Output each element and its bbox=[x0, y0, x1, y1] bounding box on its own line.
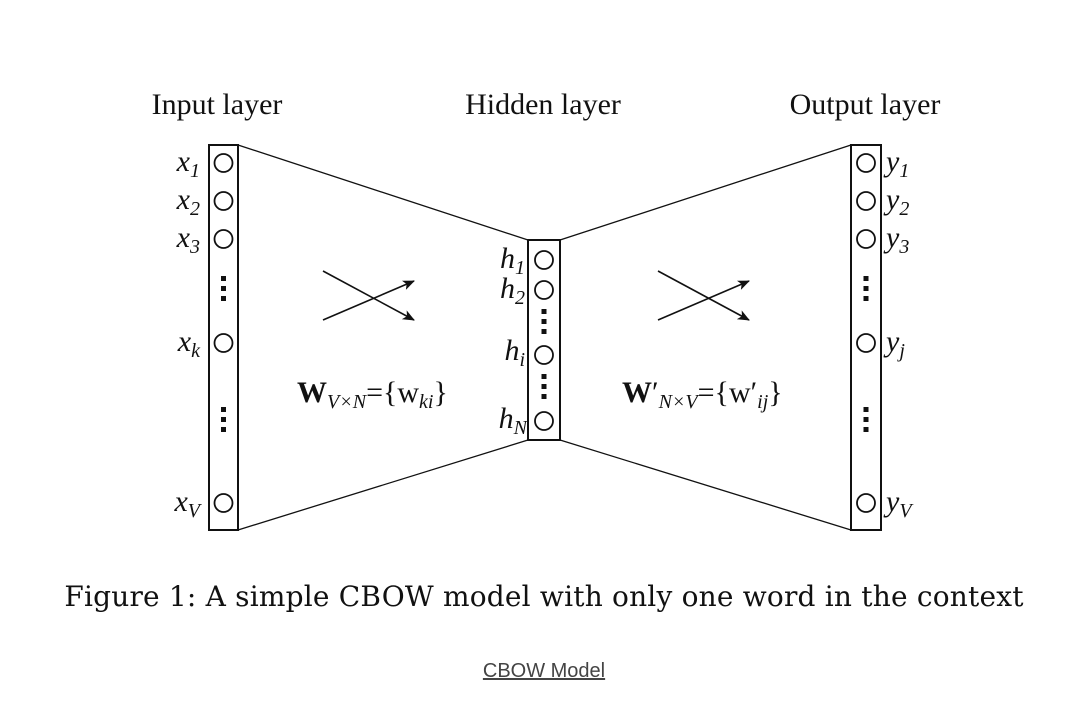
connection-hidden-output-bottom bbox=[559, 439, 852, 531]
output-neuron-v bbox=[856, 493, 876, 513]
input-neuron-3 bbox=[213, 229, 234, 249]
hidden-neuron-2 bbox=[534, 280, 554, 300]
hidden-label-1: h1 bbox=[500, 242, 525, 279]
hidden-neuron-n bbox=[534, 411, 554, 431]
output-neuron-1 bbox=[856, 153, 876, 173]
connection-input-hidden-top bbox=[237, 144, 529, 241]
output-layer-title: Output layer bbox=[790, 88, 941, 121]
output-neuron-j bbox=[856, 333, 876, 353]
hidden-label-n: hN bbox=[499, 402, 529, 439]
hidden-layer-box bbox=[527, 239, 561, 441]
connection-lines bbox=[237, 144, 852, 531]
input-neuron-v bbox=[213, 493, 234, 513]
input-layer-box bbox=[208, 144, 239, 531]
connection-input-hidden-bottom bbox=[237, 439, 529, 531]
hidden-label-2: h2 bbox=[500, 272, 525, 309]
weight-hidden-output: W′N×V={w′ij} bbox=[622, 376, 783, 413]
weight-input-hidden: WV×N={wki} bbox=[297, 376, 448, 413]
input-label-2: x2 bbox=[176, 183, 200, 220]
input-label-1: x1 bbox=[176, 145, 200, 182]
input-neuron-k bbox=[213, 333, 234, 353]
output-neuron-2 bbox=[856, 191, 876, 211]
input-ellipsis-2 bbox=[221, 407, 226, 432]
hidden-neuron-i bbox=[534, 345, 554, 365]
input-hidden-cross-arrows-icon bbox=[322, 270, 415, 321]
output-label-2: y2 bbox=[883, 183, 909, 220]
input-layer-title: Input layer bbox=[152, 88, 283, 121]
output-ellipsis-1 bbox=[863, 276, 869, 301]
hidden-ellipsis-1 bbox=[541, 309, 547, 334]
input-label-k: xk bbox=[177, 325, 201, 362]
hidden-label-i: hi bbox=[504, 334, 525, 371]
hidden-layer-title: Hidden layer bbox=[465, 88, 621, 121]
output-label-v: yV bbox=[883, 485, 914, 522]
output-layer-box bbox=[850, 144, 882, 531]
input-neuron-1 bbox=[213, 153, 234, 173]
output-label-j: yj bbox=[883, 325, 905, 362]
figure-caption: Figure 1: A simple CBOW model with only … bbox=[64, 580, 1024, 613]
output-label-1: y1 bbox=[883, 145, 909, 182]
output-ellipsis-2 bbox=[863, 407, 869, 432]
hidden-ellipsis-2 bbox=[541, 374, 547, 399]
output-neuron-3 bbox=[856, 229, 876, 249]
output-label-3: y3 bbox=[883, 221, 909, 258]
input-ellipsis-1 bbox=[221, 276, 226, 301]
connection-hidden-output-top bbox=[559, 144, 852, 241]
cbow-model-link[interactable]: CBOW Model bbox=[482, 660, 606, 682]
input-label-3: x3 bbox=[176, 221, 200, 258]
input-label-v: xV bbox=[173, 485, 202, 522]
hidden-output-cross-arrows-icon bbox=[657, 270, 750, 321]
hidden-neuron-1 bbox=[534, 250, 554, 270]
input-neuron-2 bbox=[213, 191, 234, 211]
